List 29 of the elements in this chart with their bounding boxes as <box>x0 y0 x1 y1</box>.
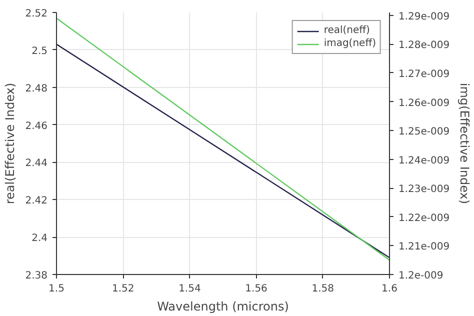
y2-tick-label: 1.24e-009 <box>398 155 450 166</box>
legend-label: imag(neff) <box>324 38 376 49</box>
y2-tick-label: 1.23e-009 <box>398 184 450 196</box>
x-tick-label: 1.54 <box>178 284 201 294</box>
y2-tick-label: 1.22e-009 <box>398 212 450 224</box>
y-tick-label: 2.5 <box>32 46 48 57</box>
x-tick-label: 1.5 <box>48 284 64 294</box>
y-tick-label: 2.46 <box>25 120 48 132</box>
y-tick-label: 2.52 <box>25 8 48 20</box>
x-tick-label: 1.56 <box>245 284 268 294</box>
x-tick-label: 1.58 <box>312 284 334 294</box>
y2-tick-label: 1.25e-009 <box>398 126 450 138</box>
y2-tick-label: 1.21e-009 <box>398 242 450 253</box>
legend-label: real(neff) <box>324 25 370 36</box>
x-axis-title: Wavelength (microns) <box>157 300 289 314</box>
y2-axis-title: img(Effective Index) <box>458 82 472 204</box>
y-tick-label: 2.4 <box>32 233 48 244</box>
x-tick-label: 1.6 <box>382 284 398 294</box>
y-axis-title: real(Effective Index) <box>3 82 18 204</box>
y-tick-label: 2.42 <box>25 196 48 207</box>
y2-tick-label: 1.27e-009 <box>398 68 450 80</box>
y-tick-label: 2.48 <box>25 83 48 94</box>
y-tick-label: 2.38 <box>25 270 48 282</box>
y2-tick-label: 1.2e-009 <box>398 270 444 282</box>
y2-tick-label: 1.26e-009 <box>398 98 450 109</box>
y2-tick-label: 1.29e-009 <box>398 11 450 22</box>
x-tick-label: 1.52 <box>112 284 134 294</box>
y2-tick-label: 1.28e-009 <box>398 40 450 52</box>
y-tick-label: 2.44 <box>25 158 48 170</box>
